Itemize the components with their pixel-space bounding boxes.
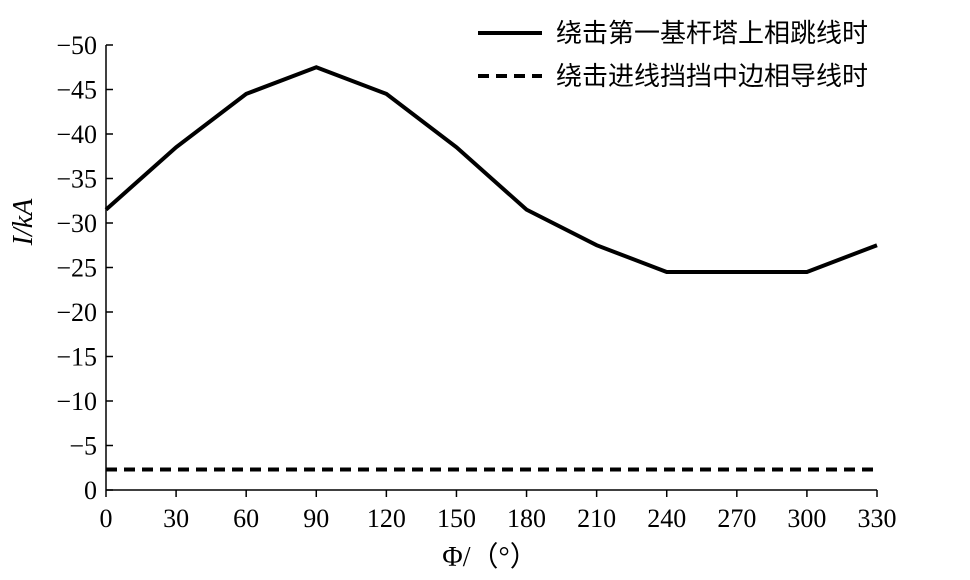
x-tick-label: 30: [163, 504, 189, 533]
y-tick-label: −35: [56, 165, 97, 194]
legend-label-solid: 绕击第一基杆塔上相跳线时: [556, 19, 868, 49]
legend-label-dashed: 绕击进线挡挡中边相导线时: [556, 62, 868, 92]
y-tick-label: −10: [56, 387, 97, 416]
x-tick-label: 60: [233, 504, 259, 533]
x-ticks: 0 30 60 90 120 150 180 210 240 270 300 330: [100, 490, 897, 533]
y-tick-label: −50: [56, 31, 97, 60]
y-tick-label: −15: [56, 343, 97, 372]
x-tick-label: 300: [787, 504, 826, 533]
y-tick-label: −20: [56, 298, 97, 327]
y-tick-label: −5: [69, 432, 97, 461]
x-tick-label: 240: [647, 504, 686, 533]
x-tick-label: 330: [858, 504, 897, 533]
legend: 绕击第一基杆塔上相跳线时 绕击进线挡挡中边相导线时: [478, 19, 868, 92]
y-ticks: 0 −5 −10 −15 −20 −25 −30 −35 −40 −45 −50: [56, 31, 113, 505]
x-axis-label: Φ/（°）: [442, 541, 537, 573]
y-tick-label: 0: [84, 476, 97, 505]
y-tick-label: −40: [56, 120, 97, 149]
x-tick-label: 150: [437, 504, 476, 533]
x-tick-label: 120: [367, 504, 406, 533]
y-tick-label: −25: [56, 254, 97, 283]
x-tick-label: 0: [100, 504, 113, 533]
x-tick-label: 180: [507, 504, 546, 533]
y-axis-label: I/kA: [8, 198, 39, 247]
x-tick-label: 90: [303, 504, 329, 533]
y-tick-label: −30: [56, 209, 97, 238]
x-tick-label: 270: [717, 504, 756, 533]
x-tick-label: 210: [577, 504, 616, 533]
series-line-solid: [104, 65, 878, 274]
y-tick-label: −45: [56, 76, 97, 105]
series-layer: [104, 65, 878, 472]
